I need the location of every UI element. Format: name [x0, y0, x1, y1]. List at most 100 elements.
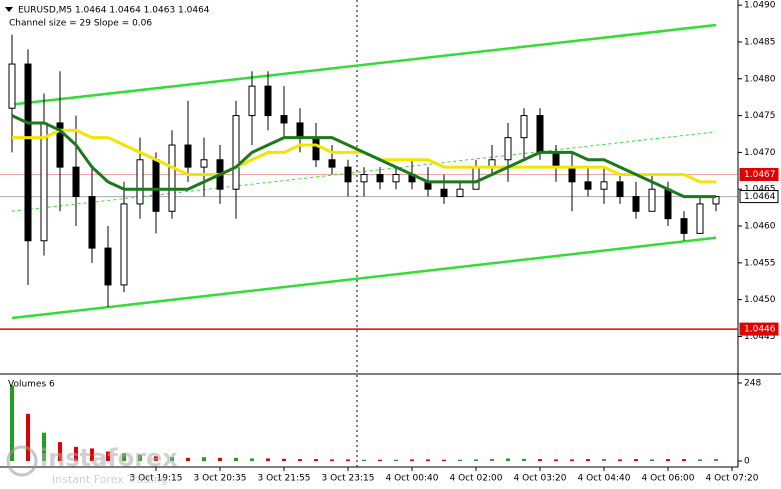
y-tick-label: 1.0465 [744, 185, 776, 195]
candle-body [680, 218, 688, 234]
candle-body [360, 173, 368, 183]
y-tick-label: 1.0445 [744, 332, 776, 342]
y-tick-label: 1.0450 [744, 295, 776, 305]
volume-bar [362, 459, 366, 461]
volume-bar [634, 459, 638, 461]
y-tick-label: 1.0485 [744, 37, 776, 47]
y-tick-label: 1.0460 [744, 222, 776, 232]
volume-bar [458, 459, 462, 461]
x-tick-label: 3 Oct 21:55 [258, 474, 311, 484]
x-tick-label: 3 Oct 20:35 [194, 474, 247, 484]
candle-body [648, 188, 656, 212]
watermark: instaforex Instant Forex Trading [6, 444, 178, 486]
candle-body [8, 63, 16, 109]
y-tick-label: 1.0490 [744, 1, 776, 11]
x-tick-label: 4 Oct 06:00 [642, 474, 695, 484]
header-arrow [5, 7, 13, 12]
volume-bar [218, 457, 222, 461]
volume-bar [506, 458, 510, 461]
volume-bar [538, 459, 542, 461]
candle-body [184, 144, 192, 168]
volume-bar [426, 459, 430, 461]
volume-bar [282, 458, 286, 461]
volume-bar [522, 458, 526, 461]
x-tick-label: 4 Oct 00:40 [386, 474, 439, 484]
price-label-box [739, 190, 779, 204]
y-tick-label: 1.0470 [744, 148, 776, 158]
price-label: 1.0467 [744, 170, 776, 180]
volume-bar [138, 454, 142, 461]
y-tick-label: 1.0455 [744, 258, 776, 268]
volume-bar [666, 459, 670, 461]
volume-bar [234, 457, 238, 461]
volume-bar [714, 459, 718, 461]
moving-average [11, 114, 716, 199]
volume-bar [250, 458, 254, 461]
header: EURUSD,M5 1.0464 1.0464 1.0463 1.0464 [18, 6, 210, 16]
volume-bar [202, 457, 206, 461]
candle-body [392, 173, 400, 183]
volume-bar [122, 453, 126, 461]
candle-body [376, 173, 384, 183]
volume-bar [490, 459, 494, 461]
volume-bar [474, 459, 478, 461]
candle-body [504, 137, 512, 161]
candle-body [88, 196, 96, 249]
volume-bar [314, 459, 318, 461]
volume-bar [682, 459, 686, 461]
candle-body [328, 159, 336, 168]
volume-bar [90, 448, 94, 461]
candle-body [200, 159, 208, 168]
candle-body [152, 159, 160, 212]
volume-bar [570, 459, 574, 461]
volume-bar [698, 459, 702, 461]
candle-body [584, 181, 592, 190]
x-tick-label: 3 Oct 23:15 [322, 474, 375, 484]
volume-bar [74, 446, 78, 461]
x-tick-label: 3 Oct 19:15 [130, 474, 183, 484]
volume-bar [10, 385, 14, 461]
candle-body [664, 188, 672, 220]
candle-body [440, 188, 448, 198]
candle-body [536, 115, 544, 153]
price-label-box [739, 167, 779, 181]
volume-bar [346, 459, 350, 461]
candle-body [696, 203, 704, 234]
candle-body [280, 115, 288, 124]
candle-body [472, 166, 480, 190]
channel-line [11, 236, 717, 320]
volume-bar [266, 458, 270, 461]
volume-bar [394, 459, 398, 461]
candle-body [520, 115, 528, 139]
candle-body [312, 137, 320, 161]
candle-body [40, 122, 48, 242]
y-tick-label: 248 [744, 379, 761, 389]
candle-body [552, 151, 560, 168]
candle-body [24, 63, 32, 242]
volume-bar [170, 457, 174, 461]
volume-bar [58, 442, 62, 461]
volume-bar [42, 432, 46, 461]
watermark-tagline: Instant Forex Trading [52, 473, 168, 486]
volume-title: Volumes 6 [8, 380, 55, 390]
price-label-box [739, 322, 779, 336]
price-label: 1.0464 [744, 192, 776, 202]
volume-bar [554, 459, 558, 461]
volume-bar [330, 459, 334, 461]
watermark-brand: instaforex [40, 444, 178, 472]
volume-bar [106, 451, 110, 461]
volume-bar [154, 456, 158, 461]
candle-body [616, 181, 624, 198]
volume-bar [26, 413, 30, 461]
volume-bar [298, 459, 302, 461]
volume-bar [618, 459, 622, 461]
candle-body [136, 159, 144, 205]
candle-body [344, 166, 352, 183]
x-tick-label: 4 Oct 07:20 [706, 474, 759, 484]
candle-body [72, 166, 80, 198]
volume-bar [650, 459, 654, 461]
candle-body [104, 247, 112, 286]
x-tick-label: 4 Oct 04:40 [578, 474, 631, 484]
y-tick-label: 1.0480 [744, 74, 776, 84]
